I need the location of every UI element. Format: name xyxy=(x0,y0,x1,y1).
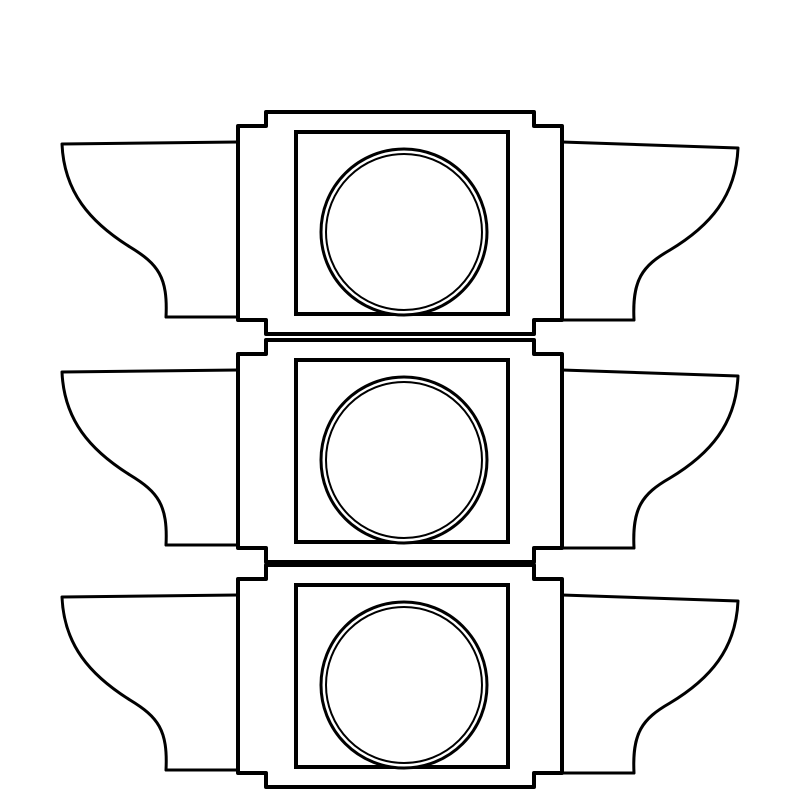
bottom-left-wing xyxy=(60,593,239,772)
middle-section xyxy=(60,338,740,564)
top-lamp-inner-ring xyxy=(325,153,483,311)
bottom-section xyxy=(60,563,740,789)
middle-right-wing xyxy=(561,368,740,550)
middle-lamp-inner-ring xyxy=(325,381,483,539)
bottom-lamp-inner-ring xyxy=(325,606,483,764)
top-left-wing xyxy=(60,140,239,319)
top-right-wing xyxy=(561,140,740,322)
top-section xyxy=(60,110,740,336)
bottom-right-wing xyxy=(561,593,740,775)
middle-left-wing xyxy=(60,368,239,547)
